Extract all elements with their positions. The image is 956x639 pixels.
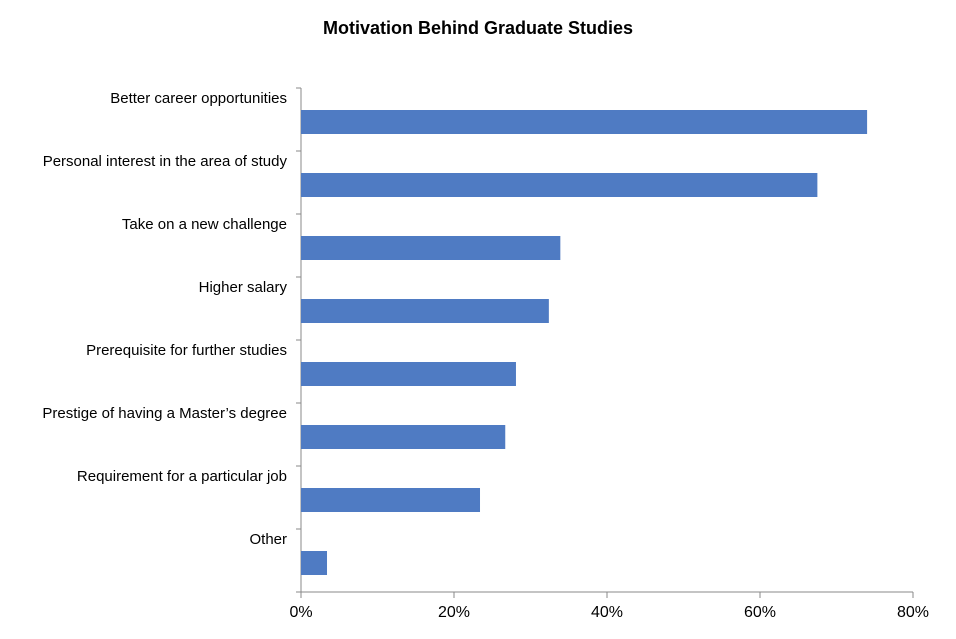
y-tick-label: Take on a new challenge [122, 216, 287, 233]
bar [301, 299, 549, 323]
y-tick-label: Higher salary [199, 279, 288, 296]
bar [301, 425, 506, 449]
x-tick-label: 0% [289, 604, 312, 621]
chart-title: Motivation Behind Graduate Studies [323, 18, 633, 38]
bar [301, 362, 516, 386]
y-tick-label: Other [249, 531, 287, 548]
y-tick-label: Better career opportunities [110, 90, 287, 107]
x-tick-label: 60% [744, 604, 776, 621]
y-tick-label: Personal interest in the area of study [43, 153, 288, 170]
y-tick-label: Requirement for a particular job [77, 468, 287, 485]
bar [301, 173, 818, 197]
x-tick-label: 20% [438, 604, 470, 621]
y-tick-label: Prestige of having a Master’s degree [42, 405, 287, 422]
bar [301, 488, 481, 512]
x-tick-label: 40% [591, 604, 623, 621]
bar [301, 551, 328, 575]
bar [301, 110, 868, 134]
y-tick-label: Prerequisite for further studies [86, 342, 287, 359]
bar [301, 236, 561, 260]
x-tick-label: 80% [897, 604, 929, 621]
